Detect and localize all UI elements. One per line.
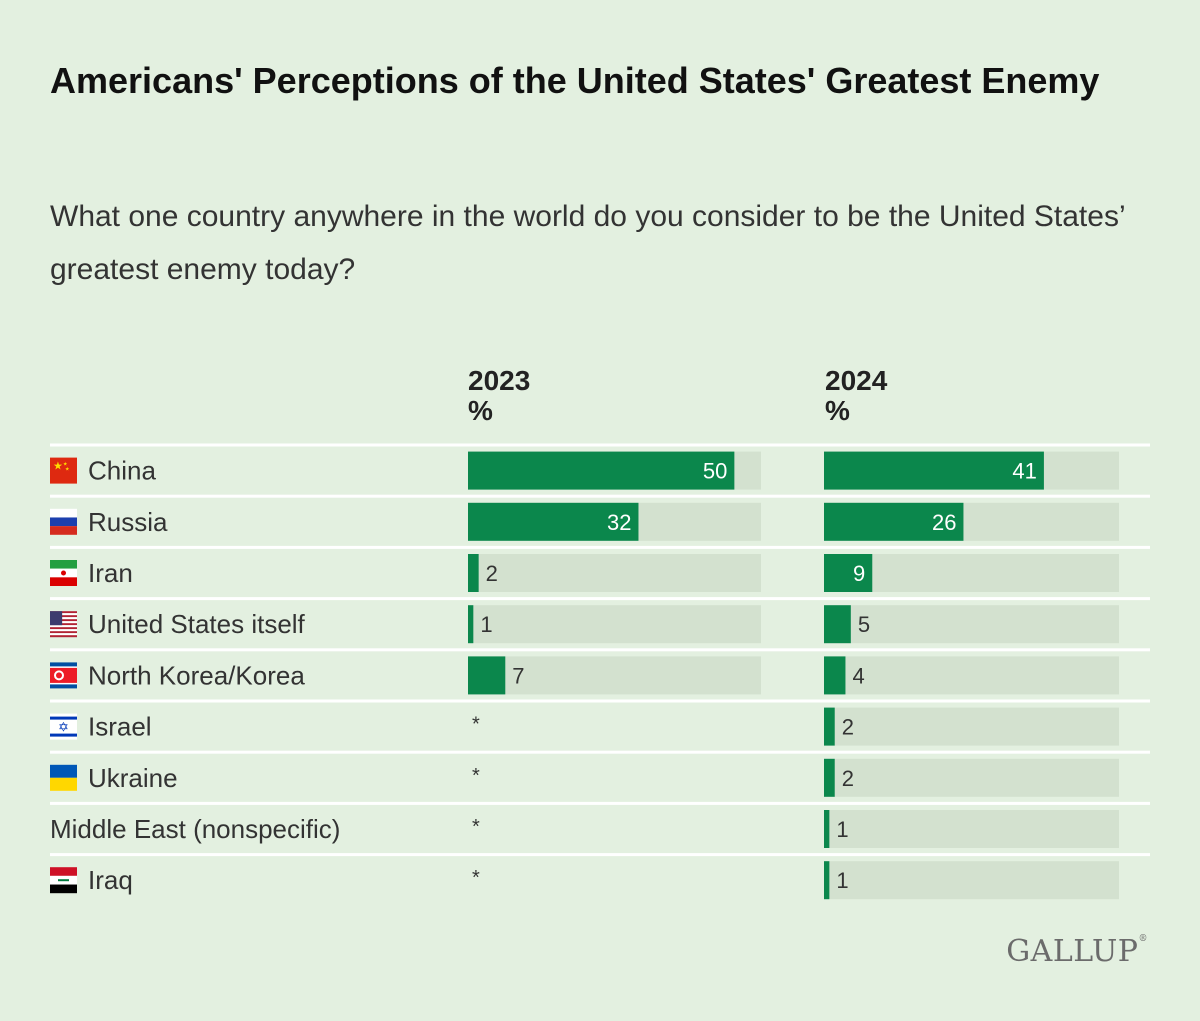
bar-track (468, 554, 761, 592)
category-label: Russia (88, 507, 168, 537)
data-label: 26 (932, 510, 956, 535)
chart-row: Iraq * 1 (50, 861, 1119, 900)
row-divider (50, 853, 1150, 857)
row-divider (50, 494, 1150, 498)
column-year: 2023 (468, 365, 531, 396)
chart-row: United States itself 1 5 (50, 605, 1119, 644)
bar-2023 (468, 554, 479, 592)
bar-2024 (824, 554, 873, 592)
data-label: 5 (858, 612, 870, 637)
bar-2023 (468, 502, 639, 541)
chart-row: Russia 32 26 (50, 502, 1119, 541)
data-label-missing: * (472, 816, 480, 838)
category-label: China (88, 456, 156, 486)
column-unit: % (468, 395, 493, 426)
data-label: 1 (836, 868, 848, 893)
bar-2024 (824, 656, 846, 695)
bar-track (824, 554, 1119, 592)
bar-track (824, 605, 1119, 644)
ukraine-flag-icon (50, 764, 77, 791)
column-unit: % (825, 395, 850, 426)
bar-2024 (824, 451, 1044, 490)
chart-row: ★ ★★ China 50 41 (50, 451, 1119, 490)
row-divider (50, 597, 1150, 601)
data-label: 2 (842, 715, 854, 740)
bar-track (824, 861, 1119, 900)
bar-2023 (468, 656, 506, 695)
bar-track (824, 810, 1119, 848)
category-label: Iraq (88, 865, 133, 895)
russia-flag-icon (50, 508, 77, 535)
chart-subtitle: What one country anywhere in the world d… (50, 200, 1125, 286)
bar-2024 (824, 810, 830, 848)
data-label: 4 (852, 663, 864, 688)
data-label: 7 (512, 663, 524, 688)
row-divider (50, 750, 1150, 754)
svg-text:✡: ✡ (58, 721, 69, 736)
data-label: 2 (842, 766, 854, 791)
data-label: 1 (480, 612, 492, 637)
column-header-2024: 2024 % (825, 366, 887, 426)
row-divider (50, 545, 1150, 549)
data-label-missing: * (472, 765, 480, 787)
category-label: Israel (88, 712, 152, 742)
bar-2024 (824, 707, 835, 746)
data-label-missing: * (472, 714, 480, 736)
category-label: North Korea/Korea (88, 660, 305, 690)
data-label: 1 (836, 817, 848, 842)
category-label: Ukraine (88, 763, 178, 793)
bar-2024 (824, 502, 964, 541)
bar-track (468, 656, 761, 695)
svg-text:★: ★ (63, 462, 68, 468)
column-header-2023: 2023 % (468, 366, 530, 426)
bar-track (824, 758, 1119, 797)
bar-track (468, 605, 761, 644)
iran-flag-icon (50, 560, 77, 586)
category-label: Middle East (nonspecific) (50, 814, 340, 844)
data-label: 32 (607, 510, 631, 535)
svg-text:★: ★ (53, 460, 63, 473)
china-flag-icon: ★ ★★ (50, 457, 77, 484)
chart-row: Ukraine * 2 (50, 758, 1119, 797)
data-label: 2 (486, 561, 498, 586)
column-year: 2024 (825, 365, 888, 396)
bar-track (824, 656, 1119, 695)
category-label: United States itself (88, 609, 306, 639)
bar-track (824, 707, 1119, 746)
chart-row: Iran 2 9 (50, 554, 1119, 592)
row-divider (50, 648, 1150, 652)
iraq-flag-icon (50, 867, 77, 894)
data-label: 9 (853, 561, 865, 586)
bar-2024 (824, 861, 830, 900)
bar-2023 (468, 451, 735, 490)
bar-2024 (824, 605, 851, 644)
row-divider (50, 443, 1150, 447)
data-label: 41 (1012, 459, 1036, 484)
category-label: Iran (88, 558, 133, 588)
israel-flag-icon: ✡ (50, 713, 77, 740)
gallup-logo: GALLUP® (1006, 934, 1148, 969)
chart-row: North Korea/Korea 7 4 (50, 656, 1119, 695)
chart-row: Middle East (nonspecific) * 1 (50, 810, 1119, 848)
north-korea-flag-icon (50, 662, 77, 689)
chart-title: Americans' Perceptions of the United Sta… (50, 60, 1100, 101)
bar-2023 (468, 605, 474, 644)
data-label-missing: * (472, 867, 480, 889)
data-label: 50 (703, 459, 727, 484)
row-divider (50, 699, 1150, 703)
usa-flag-icon (50, 611, 77, 638)
row-divider (50, 801, 1150, 805)
svg-text:★: ★ (65, 467, 70, 473)
bar-2024 (824, 758, 835, 797)
chart-row: ✡ Israel * 2 (50, 707, 1119, 746)
